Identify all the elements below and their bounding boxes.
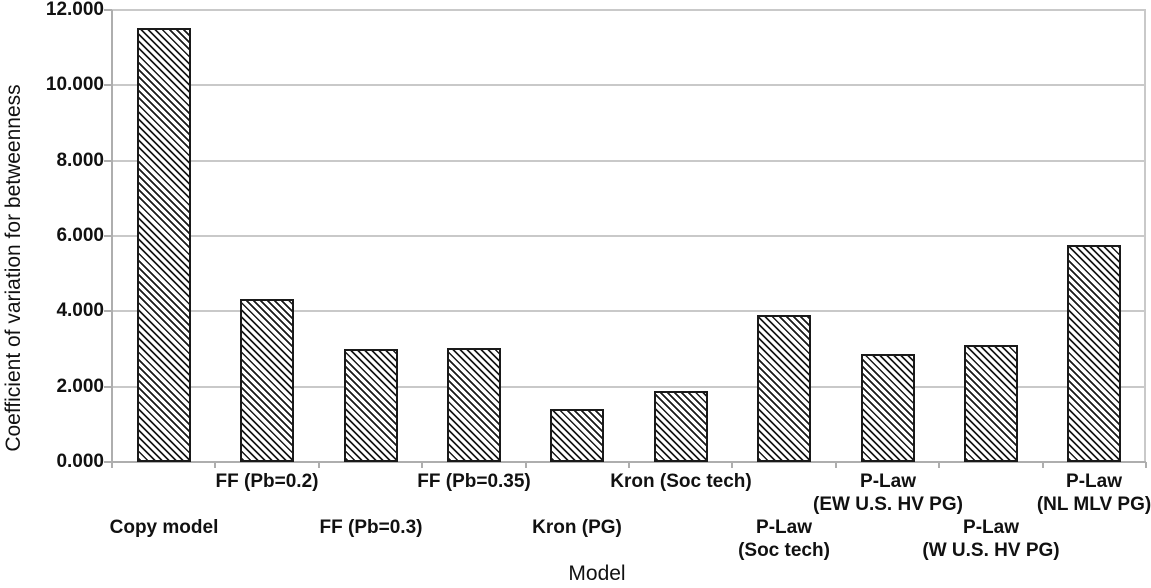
x-tick — [628, 462, 630, 468]
x-tick — [1145, 462, 1147, 468]
x-tick — [834, 462, 837, 468]
y-tick-label: 8.000 — [56, 149, 104, 171]
x-tick-label: P-Law (Soc tech) — [738, 517, 830, 561]
x-tick — [524, 462, 527, 468]
x-tick-label: FF (Pb=0.2) — [215, 471, 319, 492]
y-tick-label: 0.000 — [56, 451, 104, 472]
bar — [447, 348, 501, 462]
x-tick-label: Kron (PG) — [532, 517, 622, 538]
x-tick — [317, 462, 320, 468]
x-tick-label: FF (Pb=0.3) — [319, 517, 423, 538]
y-tick — [104, 310, 112, 313]
x-axis-line — [105, 461, 1146, 463]
x-tick-label: Kron (Soc tech) — [610, 471, 752, 492]
y-tick — [104, 235, 112, 237]
x-tick-label: Copy model — [109, 517, 219, 538]
gridline — [112, 9, 1146, 11]
y-tick — [104, 385, 112, 388]
y-tick-label: 4.000 — [56, 300, 104, 322]
y-tick — [104, 461, 112, 463]
x-tick-label: P-Law (EW U.S. HV PG) — [813, 471, 963, 515]
y-axis-line — [111, 10, 113, 463]
bar — [757, 315, 811, 462]
y-tick — [104, 159, 112, 162]
bar — [654, 391, 708, 462]
gridline — [112, 84, 1146, 87]
x-tick — [938, 462, 941, 468]
bar — [964, 345, 1018, 462]
y-tick — [104, 9, 112, 11]
x-tick-label: FF (Pb=0.35) — [417, 471, 531, 492]
bar — [1067, 245, 1121, 462]
y-tick-label: 10.000 — [45, 74, 104, 96]
gridline — [112, 385, 1146, 388]
bar — [344, 349, 398, 462]
x-tick-label: P-Law (NL MLV PG) — [1036, 471, 1151, 515]
gridline — [112, 159, 1146, 162]
y-tick-label: 6.000 — [56, 225, 104, 246]
x-tick — [111, 462, 113, 468]
x-tick — [1041, 462, 1044, 468]
gridline — [112, 310, 1146, 313]
y-tick-label: 2.000 — [56, 375, 104, 397]
bar — [861, 354, 915, 462]
bar — [240, 299, 294, 462]
x-axis-title: Model — [568, 562, 626, 585]
plot-right-border — [1144, 10, 1146, 462]
bar — [550, 409, 604, 462]
x-tick — [731, 462, 734, 468]
x-tick — [214, 462, 217, 468]
y-tick — [104, 84, 112, 87]
bar — [137, 28, 191, 462]
gridline — [112, 235, 1146, 237]
x-tick-label: P-Law (W U.S. HV PG) — [922, 517, 1060, 561]
y-tick-label: 12.000 — [45, 0, 104, 20]
x-tick — [421, 462, 424, 468]
